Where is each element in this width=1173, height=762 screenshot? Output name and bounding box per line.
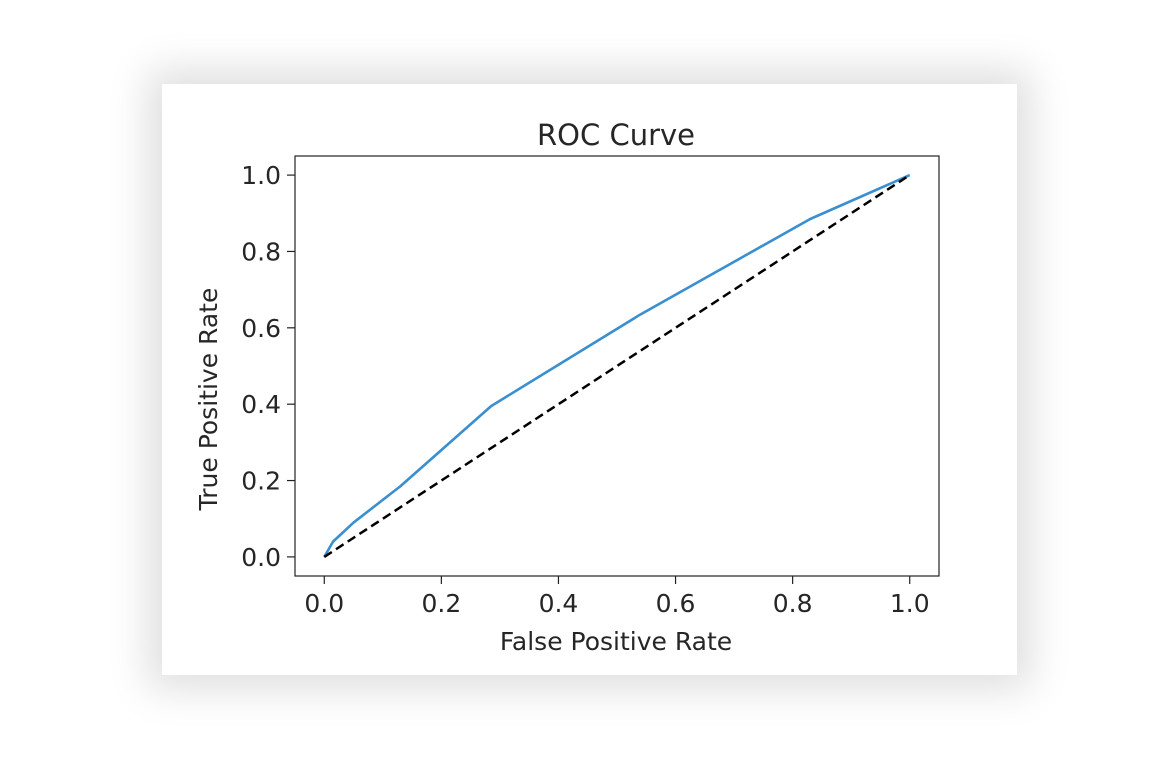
y-axis-title: True Positive Rate [194, 288, 223, 512]
x-tick-label: 0.6 [656, 589, 696, 618]
x-axis-title: False Positive Rate [500, 627, 732, 656]
y-tick-label: 0.0 [241, 543, 281, 572]
roc-chart: ROC Curve 0.0 0.2 0.4 0.6 0.8 1.0 0.0 0.2 0.4 0.6… [194, 118, 940, 656]
y-tick-label: 0.2 [241, 467, 281, 496]
x-tick-label: 0.0 [304, 589, 344, 618]
roc-curve-series [323, 173, 911, 558]
y-tick-label: 0.8 [241, 237, 281, 266]
plot-frame [294, 155, 940, 577]
chance-line-series [323, 174, 911, 558]
y-tick-label: 0.6 [241, 314, 281, 343]
chart-card: ROC Curve 0.0 0.2 0.4 0.6 0.8 1.0 0.0 0.2 0.4 0.6… [162, 84, 1017, 675]
series-layer [323, 173, 911, 558]
x-tick-label: 1.0 [890, 589, 930, 618]
ticks-layer: 0.0 0.2 0.4 0.6 0.8 1.0 0.0 0.2 0.4 0.6 0.8 1.0 [241, 161, 929, 618]
y-tick-label: 1.0 [241, 161, 281, 190]
chart-title: ROC Curve [537, 118, 695, 152]
x-tick-label: 0.2 [421, 589, 461, 618]
y-tick-label: 0.4 [241, 390, 281, 419]
x-tick-label: 0.8 [773, 589, 813, 618]
x-tick-label: 0.4 [539, 589, 579, 618]
